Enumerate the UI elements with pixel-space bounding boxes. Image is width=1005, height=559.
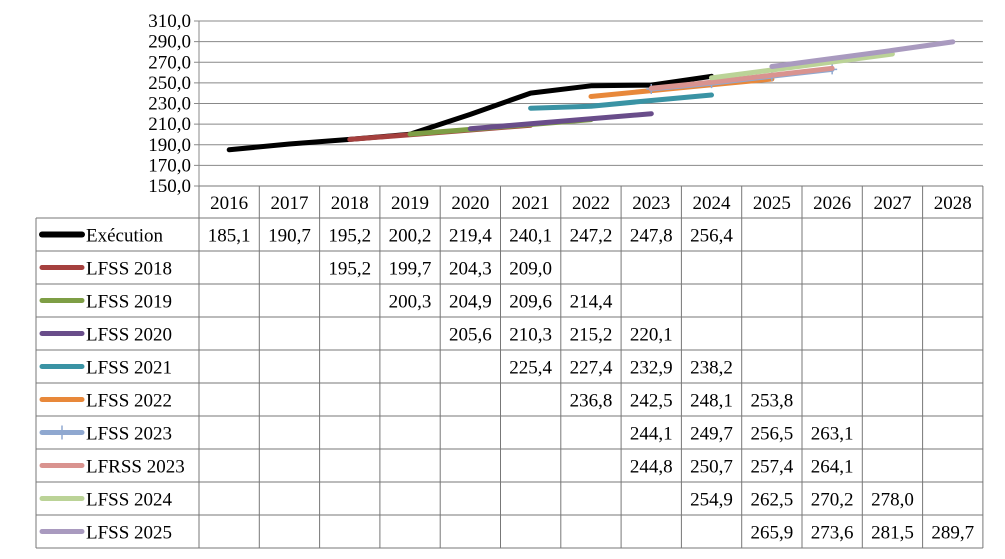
- data-label: 281,5: [871, 523, 914, 544]
- y-tick-label: 150,0: [148, 176, 191, 197]
- data-label: 263,1: [811, 424, 854, 445]
- y-tick-label: 250,0: [148, 73, 191, 94]
- y-tick-label: 310,0: [148, 11, 191, 32]
- y-tick-label: 190,0: [148, 135, 191, 156]
- y-tick-label: 230,0: [148, 94, 191, 115]
- data-label: 214,4: [570, 292, 613, 313]
- category-label: 2028: [934, 193, 972, 214]
- series-line: [467, 111, 654, 132]
- data-label: 195,2: [328, 226, 371, 247]
- y-tick-label: 170,0: [148, 155, 191, 176]
- category-label: 2024: [693, 193, 732, 214]
- data-label: 225,4: [509, 358, 552, 379]
- data-label: 215,2: [570, 325, 613, 346]
- category-label: 2016: [210, 193, 248, 214]
- data-label: 264,1: [811, 457, 854, 478]
- series-line: [226, 73, 714, 153]
- data-label: 195,2: [328, 259, 371, 280]
- series-line: [648, 65, 835, 91]
- data-label: 248,1: [690, 391, 733, 412]
- data-label: 244,1: [630, 424, 673, 445]
- category-label: 2018: [331, 193, 369, 214]
- data-label: 242,5: [630, 391, 673, 412]
- category-label: 2020: [451, 193, 489, 214]
- series-line: [709, 51, 895, 81]
- data-label: 247,2: [570, 226, 613, 247]
- category-label: 2025: [753, 193, 791, 214]
- data-label: 249,7: [690, 424, 733, 445]
- data-label: 257,4: [750, 457, 793, 478]
- category-label: 2021: [512, 193, 550, 214]
- legend-label: LFSS 2023: [86, 424, 172, 445]
- legend-label: Exécution: [86, 226, 164, 247]
- legend-label: LFSS 2022: [86, 391, 172, 412]
- data-label: 270,2: [811, 490, 854, 511]
- data-label: 200,3: [389, 292, 432, 313]
- data-label: 219,4: [449, 226, 492, 247]
- y-tick-label: 270,0: [148, 52, 191, 73]
- data-label: 236,8: [570, 391, 613, 412]
- data-label: 265,9: [750, 523, 793, 544]
- data-label: 220,1: [630, 325, 673, 346]
- category-label: 2019: [391, 193, 429, 214]
- series-lines: [226, 39, 956, 153]
- data-table: 2016 2017 2018 2019 2020 2021 2022 2023 2024 2025…: [35, 185, 984, 549]
- gridlines: [199, 20, 983, 187]
- y-tick-label: 290,0: [148, 32, 191, 53]
- category-label: 2026: [813, 193, 851, 214]
- data-label: 232,9: [630, 358, 673, 379]
- data-label: 240,1: [509, 226, 552, 247]
- data-label: 254,9: [690, 490, 733, 511]
- data-label: 185,1: [208, 226, 251, 247]
- data-label: 209,6: [509, 292, 552, 313]
- legend-label: LFSS 2018: [86, 259, 172, 280]
- legend-label: LFSS 2021: [86, 358, 172, 379]
- data-label: 273,6: [811, 523, 854, 544]
- data-label: 262,5: [750, 490, 793, 511]
- data-label: 247,8: [630, 226, 673, 247]
- data-label: 209,0: [509, 259, 552, 280]
- legend-label: LFSS 2019: [86, 292, 172, 313]
- y-tick-label: 210,0: [148, 114, 191, 135]
- data-label: 210,3: [509, 325, 552, 346]
- data-label: 205,6: [449, 325, 492, 346]
- category-label: 2017: [270, 193, 308, 214]
- category-label: 2022: [572, 193, 610, 214]
- data-label: 199,7: [389, 259, 432, 280]
- data-label: 256,5: [750, 424, 793, 445]
- category-label: 2023: [632, 193, 670, 214]
- data-label: 244,8: [630, 457, 673, 478]
- series-line: [528, 92, 714, 111]
- data-label: 190,7: [268, 226, 311, 247]
- data-label: 256,4: [690, 226, 733, 247]
- category-label: 2027: [873, 193, 911, 214]
- data-label: 204,3: [449, 259, 492, 280]
- data-label: 200,2: [389, 226, 432, 247]
- data-label: 278,0: [871, 490, 914, 511]
- data-label: 253,8: [750, 391, 793, 412]
- legend-label: LFRSS 2023: [86, 457, 185, 478]
- data-label: 238,2: [690, 358, 733, 379]
- data-label: 227,4: [570, 358, 613, 379]
- series-line: [769, 39, 956, 69]
- data-label: 289,7: [931, 523, 974, 544]
- y-axis: 150,0170,0190,0210,0230,0250,0270,0290,0…: [148, 11, 200, 197]
- legend-label: LFSS 2020: [86, 325, 172, 346]
- data-label: 250,7: [690, 457, 733, 478]
- legend-label: LFSS 2024: [86, 490, 173, 511]
- legend-label: LFSS 2025: [86, 523, 172, 544]
- data-label: 204,9: [449, 292, 492, 313]
